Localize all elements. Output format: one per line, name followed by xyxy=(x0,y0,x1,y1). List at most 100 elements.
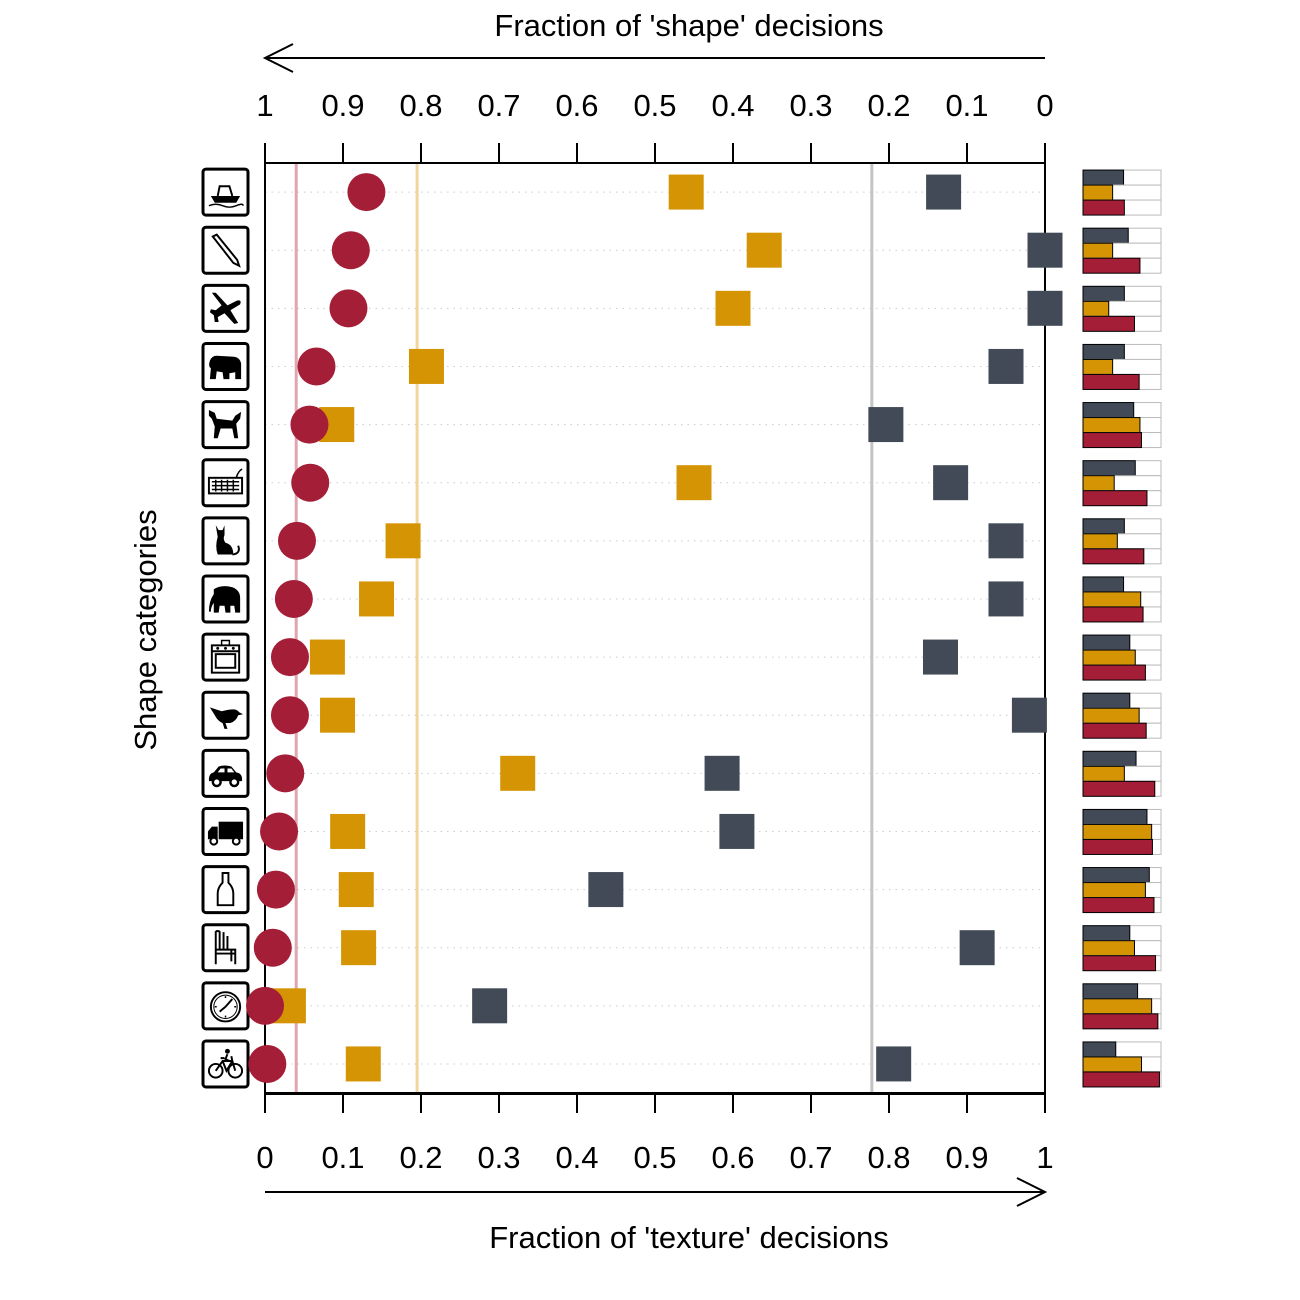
side-bar-orange xyxy=(1082,823,1153,840)
bottom-tick-label: 0.7 xyxy=(789,1140,832,1175)
side-bar-gray xyxy=(1082,925,1131,942)
side-bar-orange xyxy=(1082,242,1114,259)
side-bars-bear xyxy=(1082,343,1162,390)
model-gray-point-bird xyxy=(1011,697,1047,733)
top-tick-label: 0.1 xyxy=(945,88,988,123)
row-gridlines xyxy=(265,191,1045,1065)
humans-point-elephant xyxy=(274,579,313,618)
bottom-tick-label: 0.5 xyxy=(633,1140,676,1175)
side-bar-gray xyxy=(1082,692,1131,709)
model-orange-point-airplane xyxy=(715,290,751,326)
y-axis-label: Shape categories xyxy=(128,509,163,750)
side-bars-bicycle xyxy=(1082,1041,1162,1088)
model-orange-point-truck xyxy=(330,813,366,849)
model-gray-point-bear xyxy=(988,348,1024,384)
model-gray-point-bicycle xyxy=(876,1046,912,1082)
side-bar-orange xyxy=(1082,533,1118,550)
icon-frame xyxy=(201,167,250,217)
top-tick-label: 1 xyxy=(256,88,273,123)
side-bars-clock xyxy=(1082,983,1162,1030)
model-orange-point-boat xyxy=(668,174,704,210)
bottom-tick-label: 0.3 xyxy=(477,1140,520,1175)
side-bars-chair xyxy=(1082,925,1162,972)
icon-frame xyxy=(201,516,250,566)
side-bar-gray xyxy=(1082,867,1150,884)
side-bar-red xyxy=(1082,490,1148,507)
side-bar-orange xyxy=(1082,300,1110,317)
humans-point-oven xyxy=(270,638,309,677)
humans-point-truck xyxy=(260,812,299,851)
side-bar-panel xyxy=(1082,169,1162,1088)
side-bar-red xyxy=(1082,432,1142,449)
model-orange-point-bird xyxy=(320,697,356,733)
humans-point-chair xyxy=(253,928,292,967)
model-gray-point-clock xyxy=(472,988,508,1024)
plot-frame xyxy=(264,162,1046,1094)
bottom-tick-label: 0.9 xyxy=(945,1140,988,1175)
side-bar-red xyxy=(1082,257,1141,274)
side-bar-red xyxy=(1082,548,1145,565)
knife-icon xyxy=(201,225,250,275)
bottom-tick-label: 0.4 xyxy=(555,1140,598,1175)
side-bar-gray xyxy=(1082,227,1129,244)
side-bar-gray xyxy=(1082,285,1125,302)
side-bar-red xyxy=(1082,780,1156,797)
side-bar-red xyxy=(1082,664,1146,681)
top-tick-label: 0.5 xyxy=(633,88,676,123)
side-bar-orange xyxy=(1082,707,1140,724)
icon-frame xyxy=(201,1039,250,1089)
clock-icon xyxy=(201,981,250,1031)
side-bar-red xyxy=(1082,199,1125,216)
icon-frame xyxy=(201,923,250,973)
top-tick-label: 0.6 xyxy=(555,88,598,123)
truck-icon xyxy=(201,806,250,856)
model-gray-point-cat xyxy=(988,523,1024,559)
side-bar-red xyxy=(1082,897,1155,914)
model-orange-point-oven xyxy=(309,639,345,675)
side-bar-orange xyxy=(1082,882,1146,899)
side-bars-boat xyxy=(1082,169,1162,216)
side-bars-bird xyxy=(1082,692,1162,739)
side-bars-cat xyxy=(1082,518,1162,565)
car-icon xyxy=(201,748,250,798)
humans-point-airplane xyxy=(329,289,368,328)
side-bar-gray xyxy=(1082,1041,1117,1058)
side-bars-oven xyxy=(1082,634,1162,681)
side-bars-keyboard xyxy=(1082,460,1162,507)
side-bar-orange xyxy=(1082,358,1114,375)
side-bar-orange xyxy=(1082,998,1153,1015)
model-orange-point-cat xyxy=(385,523,421,559)
side-bar-red xyxy=(1082,606,1144,623)
model-gray-point-oven xyxy=(922,639,958,675)
side-bar-red xyxy=(1082,315,1135,332)
top-tick-label: 0 xyxy=(1036,88,1053,123)
bottom-tick-label: 1 xyxy=(1036,1140,1053,1175)
top-tick-label: 0.4 xyxy=(711,88,754,123)
model-orange-point-elephant xyxy=(359,581,395,617)
humans-point-car xyxy=(266,754,305,793)
dog-icon xyxy=(201,400,250,450)
humans-point-bird xyxy=(270,696,309,735)
bottom-tick-label: 0.6 xyxy=(711,1140,754,1175)
bottom-axis: 0 0.1 0.2 0.3 0.4 0.5 0.6 0.7 0.8 0.9 1 xyxy=(256,1093,1054,1175)
humans-point-keyboard xyxy=(291,463,330,502)
side-bar-red xyxy=(1082,1013,1159,1030)
data-markers xyxy=(246,173,1063,1083)
top-axis: 1 0.9 0.8 0.7 0.6 0.5 0.4 0.3 0.2 0.1 0 xyxy=(256,88,1054,163)
model-orange-point-bear xyxy=(408,348,444,384)
bottom-tick-label: 0.8 xyxy=(867,1140,910,1175)
side-bar-red xyxy=(1082,722,1147,739)
model-gray-point-keyboard xyxy=(933,465,969,501)
bottom-arrow xyxy=(265,1177,1048,1207)
side-bar-orange xyxy=(1082,1056,1142,1073)
side-bar-gray xyxy=(1082,518,1125,535)
airplane-icon xyxy=(201,283,250,333)
oven-icon xyxy=(201,632,250,682)
bottle-icon xyxy=(201,865,250,915)
top-tick-label: 0.7 xyxy=(477,88,520,123)
top-tick-label: 0.3 xyxy=(789,88,832,123)
humans-point-bicycle xyxy=(248,1044,287,1083)
side-bar-orange xyxy=(1082,765,1125,782)
humans-point-dog xyxy=(290,405,329,444)
